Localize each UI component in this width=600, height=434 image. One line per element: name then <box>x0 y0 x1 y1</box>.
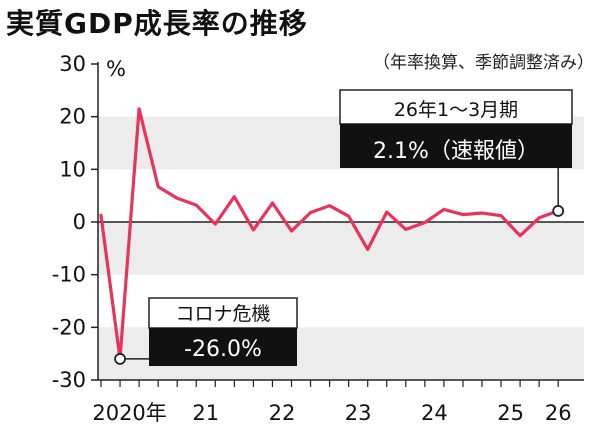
y-tick-labels: 30 20 10 0 -10 -20 -30 <box>52 52 98 392</box>
x-tick-label: 25 <box>497 401 524 425</box>
x-tick-label: 21 <box>192 401 219 425</box>
y-tick-label: -10 <box>52 263 86 287</box>
x-tick-label: 24 <box>421 401 448 425</box>
x-tick-label: 26 <box>545 401 572 425</box>
chart-subtitle: （年率換算、季節調整済み） <box>373 53 594 73</box>
y-tick-label: 0 <box>73 210 86 234</box>
x-tick-labels: 2020年 21 22 23 24 25 26 <box>92 380 572 425</box>
annotation-1: 26年1～3月期 2.1%（速報値） <box>339 89 573 217</box>
annotation-value-box <box>149 328 297 366</box>
y-tick-label: 30 <box>59 52 86 76</box>
annotation-label-box <box>339 89 573 125</box>
annotation-value-box <box>340 124 572 168</box>
annotation-label: コロナ危機 <box>175 303 270 325</box>
x-tick-label: 23 <box>345 401 372 425</box>
annotation-marker <box>552 205 565 217</box>
gdp-growth-line <box>99 107 560 361</box>
y-tick-label: -30 <box>52 368 86 392</box>
y-unit-label: % <box>106 57 126 81</box>
annotation-0: コロナ危機 -26.0% <box>114 297 298 366</box>
y-tick-label: 10 <box>59 157 86 181</box>
annotation-label-box <box>148 297 298 329</box>
annotation-label: 26年1～3月期 <box>394 99 518 121</box>
annotation-value: 2.1%（速報値） <box>373 139 539 164</box>
grid-band-1 <box>98 222 584 275</box>
annotations: コロナ危機 -26.0% 26年1～3月期 2.1%（速報値） <box>114 89 573 366</box>
chart-title: 実質GDP成長率の推移 <box>6 7 308 40</box>
x-tick-label: 22 <box>269 401 296 425</box>
x-tick-label: 2020年 <box>92 401 166 425</box>
annotation-value: -26.0% <box>184 337 262 362</box>
annotation-marker <box>114 353 126 365</box>
y-tick-label: -20 <box>52 315 86 339</box>
y-tick-label: 20 <box>59 105 86 129</box>
